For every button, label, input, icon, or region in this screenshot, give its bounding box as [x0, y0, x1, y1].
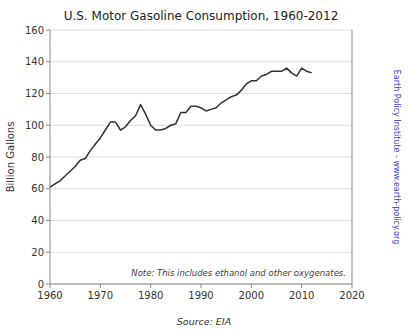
y-tick: [46, 30, 50, 31]
y-tick: [46, 188, 50, 189]
y-tick-label: 120: [25, 88, 44, 99]
x-tick: [150, 284, 151, 288]
y-tick: [46, 125, 50, 126]
y-tick: [46, 157, 50, 158]
source: Source: EIA: [177, 316, 231, 327]
y-tick: [46, 252, 50, 253]
x-tick: [301, 284, 302, 288]
y-tick-label: 0: [38, 279, 44, 290]
y-tick: [46, 61, 50, 62]
y-tick-label: 80: [31, 152, 44, 163]
grid-line: [50, 93, 352, 94]
y-tick: [46, 220, 50, 221]
grid-line: [50, 61, 352, 62]
y-tick-label: 60: [31, 183, 44, 194]
line: [50, 68, 312, 187]
x-tick-label: 1960: [37, 290, 62, 301]
plot-area: [50, 68, 312, 187]
x-tick-label: 2020: [339, 290, 364, 301]
y-tick: [46, 93, 50, 94]
y-tick-label: 140: [25, 56, 44, 67]
y-tick: [46, 284, 50, 285]
x-tick-label: 2010: [289, 290, 314, 301]
title: U.S. Motor Gasoline Consumption, 1960-20…: [64, 9, 339, 23]
x-tick: [50, 284, 51, 288]
x-tick-label: 2000: [239, 290, 264, 301]
x-tick: [100, 284, 101, 288]
right-axis-line: [352, 30, 353, 284]
y-tick-label: 20: [31, 247, 44, 258]
x-tick-label: 1970: [88, 290, 113, 301]
grid-line: [50, 30, 352, 31]
y-tick-label: 160: [25, 25, 44, 36]
grid-line: [50, 157, 352, 158]
grid-line: [50, 252, 352, 253]
y-tick-label: 100: [25, 120, 44, 131]
x-tick: [201, 284, 202, 288]
y-axis-label: Billion Gallons: [5, 122, 16, 193]
grid-line: [50, 220, 352, 221]
x-tick-label: 1980: [138, 290, 163, 301]
note: Note: This includes ethanol and other ox…: [131, 268, 346, 278]
x-tick-label: 1990: [188, 290, 213, 301]
grid: [50, 30, 352, 284]
chart: 0 20 40 60 80 100 120 140 160 1960 1970 1980 1990 200…: [0, 0, 408, 333]
x-tick: [251, 284, 252, 288]
grid-line: [50, 125, 352, 126]
y-tick-label: 40: [31, 215, 44, 226]
grid-line: [50, 188, 352, 189]
x-tick: [352, 284, 353, 288]
right-label: Earth Policy Institute - www.earth-polic…: [392, 70, 401, 244]
